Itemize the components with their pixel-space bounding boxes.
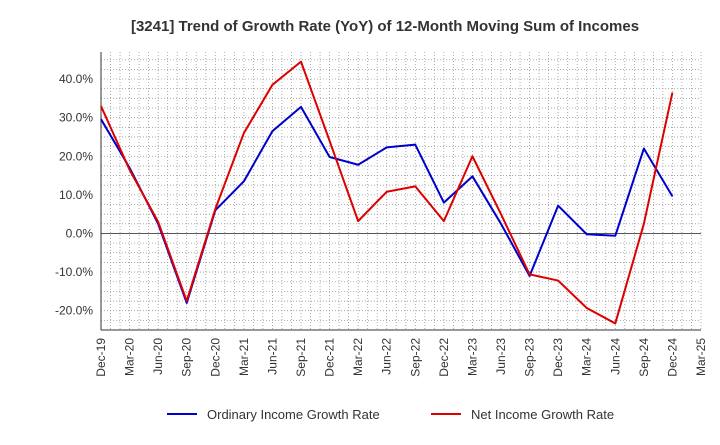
- x-tick-label: Sep-20: [180, 338, 194, 377]
- x-tick-label: Dec-24: [665, 338, 679, 377]
- x-tick-label: Dec-23: [551, 338, 565, 377]
- y-tick-label: -20.0%: [55, 304, 93, 318]
- x-tick-label: Dec-22: [437, 338, 451, 377]
- y-tick-label: 0.0%: [66, 226, 94, 240]
- series-line-net-income: [100, 60, 674, 325]
- y-tick-label: 30.0%: [59, 111, 93, 125]
- chart-title: [3241] Trend of Growth Rate (YoY) of 12-…: [131, 18, 639, 35]
- legend-label: Ordinary Income Growth Rate: [207, 407, 380, 422]
- x-tick-label: Sep-22: [408, 338, 422, 377]
- x-tick-label: Jun-23: [494, 338, 508, 375]
- legend: Ordinary Income Growth Rate Net Income Gr…: [167, 407, 614, 422]
- y-tick-label: 10.0%: [59, 188, 93, 202]
- series-lines: [100, 60, 674, 325]
- x-tick-label: Jun-20: [151, 338, 165, 375]
- x-tick-label: Mar-21: [237, 338, 251, 376]
- legend-label: Net Income Growth Rate: [471, 407, 614, 422]
- x-tick-label: Sep-23: [523, 338, 537, 377]
- x-tick-label: Sep-21: [294, 338, 308, 377]
- x-tick-label: Dec-19: [94, 338, 108, 377]
- x-tick-label: Sep-24: [637, 338, 651, 377]
- x-tick-label: Mar-24: [580, 338, 594, 376]
- x-tick-label: Dec-20: [208, 338, 222, 377]
- axes: -20.0% -10.0% 0.0% 10.0% 20.0% 30.0% 40.0% Dec-…: [55, 52, 708, 377]
- x-tick-label: Mar-25: [694, 338, 708, 376]
- x-tick-label: Mar-22: [351, 338, 365, 376]
- x-tick-label: Jun-21: [265, 338, 279, 375]
- y-tick-label: 20.0%: [59, 149, 93, 163]
- x-tick-label: Jun-22: [380, 338, 394, 375]
- x-tick-label: Dec-21: [323, 338, 337, 377]
- x-tick-label: Mar-23: [465, 338, 479, 376]
- y-tick-label: 40.0%: [59, 72, 93, 86]
- x-tick-label: Mar-20: [123, 338, 137, 376]
- y-tick-label: -10.0%: [55, 265, 93, 279]
- x-tick-label: Jun-24: [608, 338, 622, 375]
